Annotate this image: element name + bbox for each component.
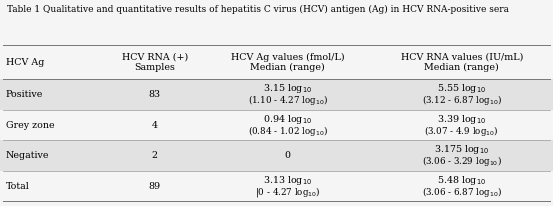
- Text: HCV RNA (+): HCV RNA (+): [122, 53, 188, 62]
- Text: Positive: Positive: [6, 90, 43, 99]
- Text: (3.06 - 6.87 log$_{10}$): (3.06 - 6.87 log$_{10}$): [422, 185, 502, 199]
- Text: Median (range): Median (range): [250, 63, 325, 72]
- Text: 3.175 log$_{10}$: 3.175 log$_{10}$: [434, 143, 489, 156]
- Text: HCV Ag values (fmol/L): HCV Ag values (fmol/L): [231, 53, 345, 62]
- Text: Median (range): Median (range): [424, 63, 499, 72]
- Text: 5.55 log$_{10}$: 5.55 log$_{10}$: [437, 82, 486, 95]
- Text: Total: Total: [6, 181, 29, 191]
- Text: 3.39 log$_{10}$: 3.39 log$_{10}$: [437, 113, 486, 126]
- Text: |0 - 4.27 log$_{10}$): |0 - 4.27 log$_{10}$): [255, 185, 320, 199]
- Text: Negative: Negative: [6, 151, 49, 160]
- Text: Samples: Samples: [134, 63, 175, 72]
- Bar: [0, 140, 553, 171]
- Text: 2: 2: [152, 151, 158, 160]
- Bar: [0, 110, 553, 140]
- Text: (0.84 - 1.02 log$_{10}$): (0.84 - 1.02 log$_{10}$): [248, 124, 327, 138]
- Text: 83: 83: [149, 90, 161, 99]
- Text: 5.48 log$_{10}$: 5.48 log$_{10}$: [437, 174, 486, 187]
- Bar: [0, 79, 553, 110]
- Text: Table 1 Qualitative and quantitative results of hepatitis C virus (HCV) antigen : Table 1 Qualitative and quantitative res…: [7, 5, 509, 14]
- Text: 0: 0: [285, 151, 290, 160]
- Text: Grey zone: Grey zone: [6, 121, 54, 130]
- Text: (3.07 - 4.9 log$_{10}$): (3.07 - 4.9 log$_{10}$): [424, 124, 499, 138]
- Text: (3.06 - 3.29 log$_{10}$): (3.06 - 3.29 log$_{10}$): [422, 154, 502, 168]
- Bar: [0, 171, 553, 201]
- Text: 4: 4: [152, 121, 158, 130]
- Text: (1.10 - 4.27 log$_{10}$): (1.10 - 4.27 log$_{10}$): [248, 93, 327, 107]
- Text: 3.15 log$_{10}$: 3.15 log$_{10}$: [263, 82, 312, 95]
- Text: 0.94 log$_{10}$: 0.94 log$_{10}$: [263, 113, 312, 126]
- Text: 3.13 log$_{10}$: 3.13 log$_{10}$: [263, 174, 312, 187]
- Text: 89: 89: [149, 181, 161, 191]
- Bar: [0, 45, 553, 79]
- Text: HCV Ag: HCV Ag: [6, 58, 44, 67]
- Text: HCV RNA values (IU/mL): HCV RNA values (IU/mL): [400, 53, 523, 62]
- Text: (3.12 - 6.87 log$_{10}$): (3.12 - 6.87 log$_{10}$): [422, 93, 502, 107]
